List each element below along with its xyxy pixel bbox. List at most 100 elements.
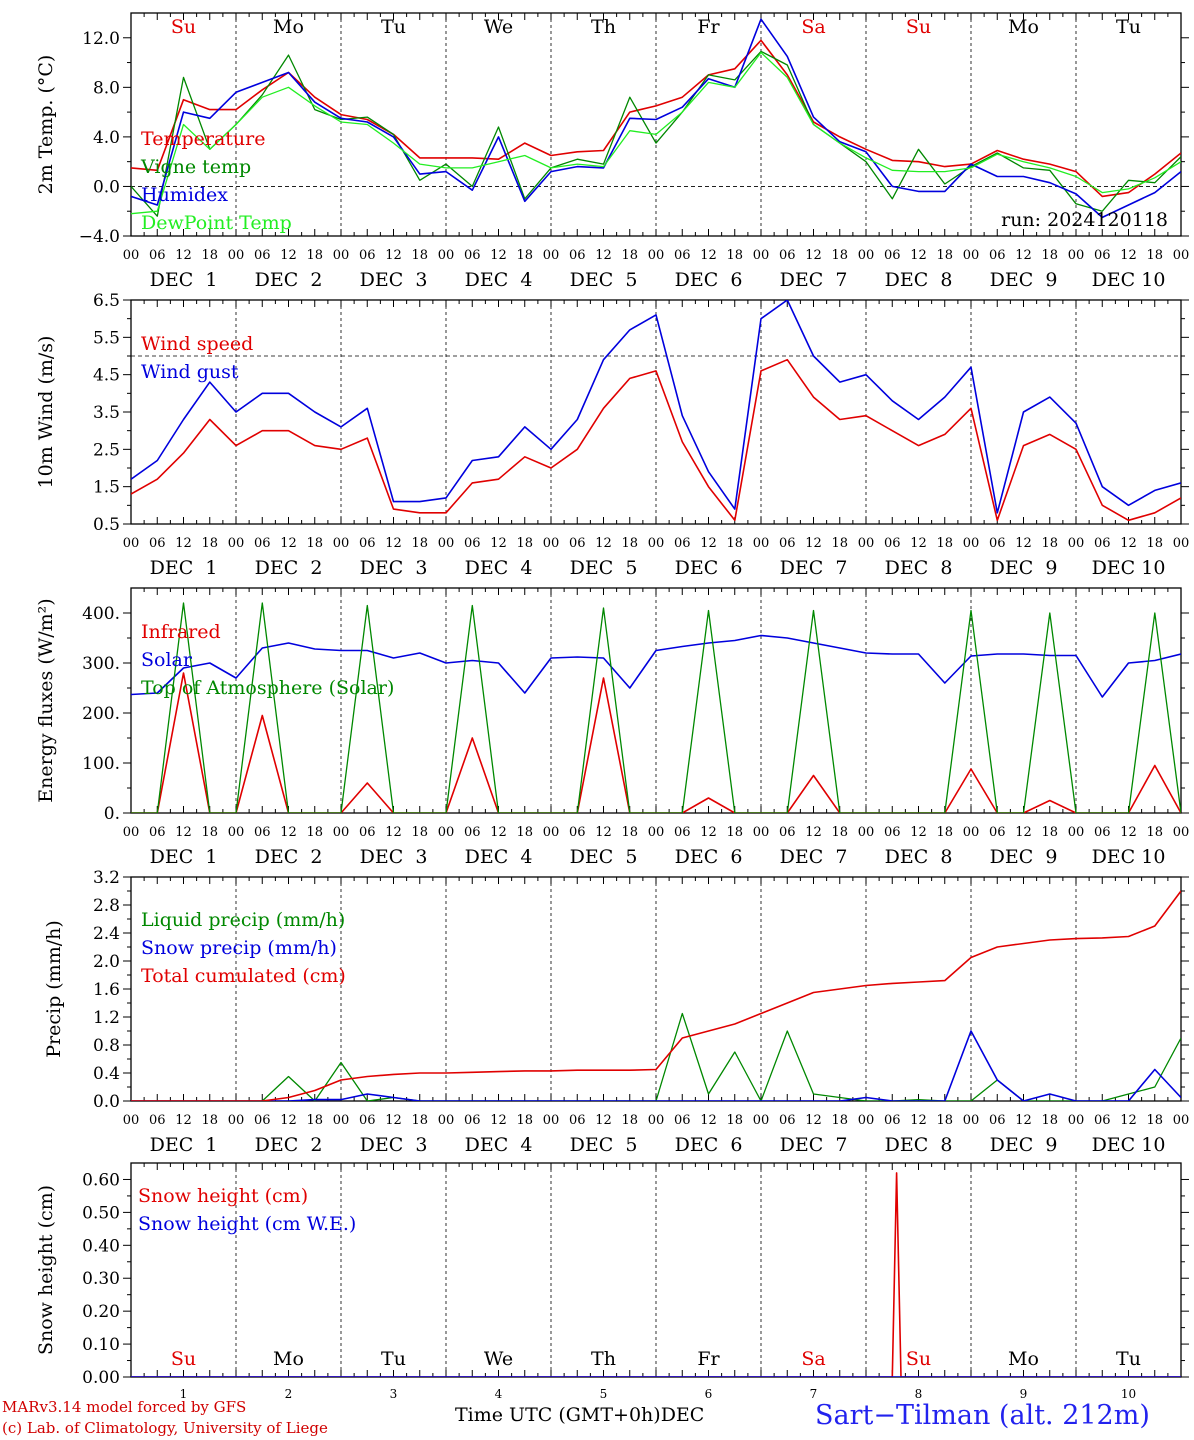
hour-tick-label: 12 (280, 1113, 297, 1128)
day-of-week-label: Mo (1008, 1348, 1039, 1370)
hour-tick-label: 12 (700, 248, 717, 263)
y-tick-label: 400. (82, 604, 120, 624)
date-label: DEC 1 (150, 846, 218, 868)
hour-tick-label: 00 (858, 248, 875, 263)
day-of-week-label: Mo (273, 1348, 304, 1370)
hour-tick-label: 00 (1173, 248, 1190, 263)
day-number-label: 7 (810, 1387, 818, 1401)
date-label: DEC 3 (360, 269, 428, 291)
panel-5: 0.00 0.10 0.20 0.30 0.40 0.50 0.60 Su Mo Tu We Th Fr… (35, 1162, 1189, 1401)
hour-tick-label: 12 (595, 825, 612, 840)
y-tick-label: 1.5 (93, 478, 120, 498)
hour-tick-label: 00 (228, 1113, 245, 1128)
hour-tick-label: 00 (123, 248, 140, 263)
hour-tick-label: 18 (621, 1113, 638, 1128)
y-tick-label: 300. (82, 654, 120, 674)
series-line-wind-speed (131, 358, 1181, 522)
y-tick-label: 0.30 (82, 1269, 120, 1289)
hour-tick-label: 06 (779, 536, 796, 551)
x-axis-month-label: DEC (660, 1404, 705, 1426)
hour-tick-label: 06 (674, 536, 691, 551)
y-tick-label: 2.8 (93, 896, 120, 916)
hour-tick-label: 12 (280, 825, 297, 840)
panel-frame (130, 12, 1182, 237)
hour-tick-label: 18 (726, 248, 743, 263)
legend-entry: Vigne temp (140, 156, 251, 178)
panel-1: −4.0 0.0 4.0 8.0 12.0 00 06 12 18 00 06 12 18 00 06 12 1… (35, 12, 1190, 291)
x-axis-time-label: Time UTC (GMT+0h) (455, 1404, 661, 1426)
y-tick-label: 2.5 (93, 440, 120, 460)
hour-tick-label: 12 (910, 825, 927, 840)
y-tick-label: 0.8 (93, 1036, 120, 1056)
hour-tick-label: 18 (516, 536, 533, 551)
copyright-credit: (c) Lab. of Climatology, University of L… (2, 1419, 328, 1437)
hour-tick-label: 00 (1173, 825, 1190, 840)
y-tick-label: 0.0 (93, 177, 120, 197)
series-line-temperature (131, 39, 1181, 198)
hour-tick-label: 00 (963, 536, 980, 551)
date-label: DEC 2 (255, 1134, 323, 1156)
date-label: DEC 4 (465, 557, 533, 579)
day-of-week-label: Su (906, 16, 931, 38)
x-axis-label: Time UTC (GMT+0h)DEC (455, 1404, 704, 1426)
hour-tick-label: 12 (910, 1113, 927, 1128)
hour-tick-label: 06 (989, 825, 1006, 840)
hour-tick-label: 00 (753, 248, 770, 263)
day-number-label: 9 (1020, 1387, 1028, 1401)
hour-tick-label: 00 (648, 248, 665, 263)
y-tick-label: 2.4 (93, 924, 120, 944)
hour-tick-label: 00 (858, 536, 875, 551)
date-label: DEC 10 (1092, 846, 1166, 868)
hour-tick-label: 06 (149, 536, 166, 551)
hour-tick-label: 06 (359, 536, 376, 551)
hour-tick-label: 12 (175, 536, 192, 551)
date-label: DEC 7 (780, 269, 848, 291)
hour-tick-label: 12 (595, 536, 612, 551)
hour-tick-label: 12 (490, 1113, 507, 1128)
y-tick-label: −4.0 (79, 227, 120, 247)
hour-tick-label: 00 (648, 536, 665, 551)
y-tick-label: 0.60 (82, 1170, 120, 1190)
hour-tick-label: 06 (569, 248, 586, 263)
hour-tick-label: 18 (516, 1113, 533, 1128)
legend-entry: Wind gust (141, 361, 239, 383)
hour-tick-label: 18 (1146, 248, 1163, 263)
y-tick-label: 0.50 (82, 1203, 120, 1223)
hour-tick-label: 18 (306, 536, 323, 551)
y-tick-label: 0.10 (82, 1335, 120, 1355)
day-of-week-label: Mo (1008, 16, 1039, 38)
hour-tick-label: 06 (674, 825, 691, 840)
day-number-label: 6 (705, 1387, 713, 1401)
y-axis-title: 2m Temp. (°C) (35, 55, 57, 195)
date-label: DEC 3 (360, 557, 428, 579)
panel-3: 0. 100. 200. 300. 400. 00 06 12 18 00 06 12 18 00 06 12… (35, 587, 1190, 868)
series-line-dewpoint-temp (131, 51, 1181, 215)
hour-tick-label: 06 (359, 825, 376, 840)
hour-tick-label: 12 (595, 248, 612, 263)
hour-tick-label: 00 (123, 536, 140, 551)
hour-tick-label: 06 (254, 1113, 271, 1128)
hour-tick-label: 00 (333, 248, 350, 263)
hour-tick-label: 18 (411, 536, 428, 551)
series-line-humidex (131, 18, 1181, 219)
hour-tick-label: 18 (936, 248, 953, 263)
date-label: DEC 9 (990, 557, 1058, 579)
hour-tick-label: 06 (779, 1113, 796, 1128)
hour-tick-label: 06 (884, 825, 901, 840)
date-label: DEC 3 (360, 846, 428, 868)
day-number-label: 4 (495, 1387, 503, 1401)
hour-tick-label: 18 (831, 1113, 848, 1128)
hour-tick-label: 18 (1041, 248, 1058, 263)
hour-tick-label: 12 (1120, 825, 1137, 840)
hour-tick-label: 12 (385, 536, 402, 551)
hour-tick-label: 00 (228, 536, 245, 551)
legend-entry: Solar (141, 649, 193, 671)
hour-tick-label: 00 (333, 1113, 350, 1128)
hour-tick-label: 18 (201, 536, 218, 551)
hour-tick-label: 12 (805, 248, 822, 263)
hour-tick-label: 18 (726, 1113, 743, 1128)
hour-tick-label: 00 (1068, 248, 1085, 263)
hour-tick-label: 06 (254, 248, 271, 263)
hour-tick-label: 18 (411, 825, 428, 840)
hour-tick-label: 06 (1094, 825, 1111, 840)
